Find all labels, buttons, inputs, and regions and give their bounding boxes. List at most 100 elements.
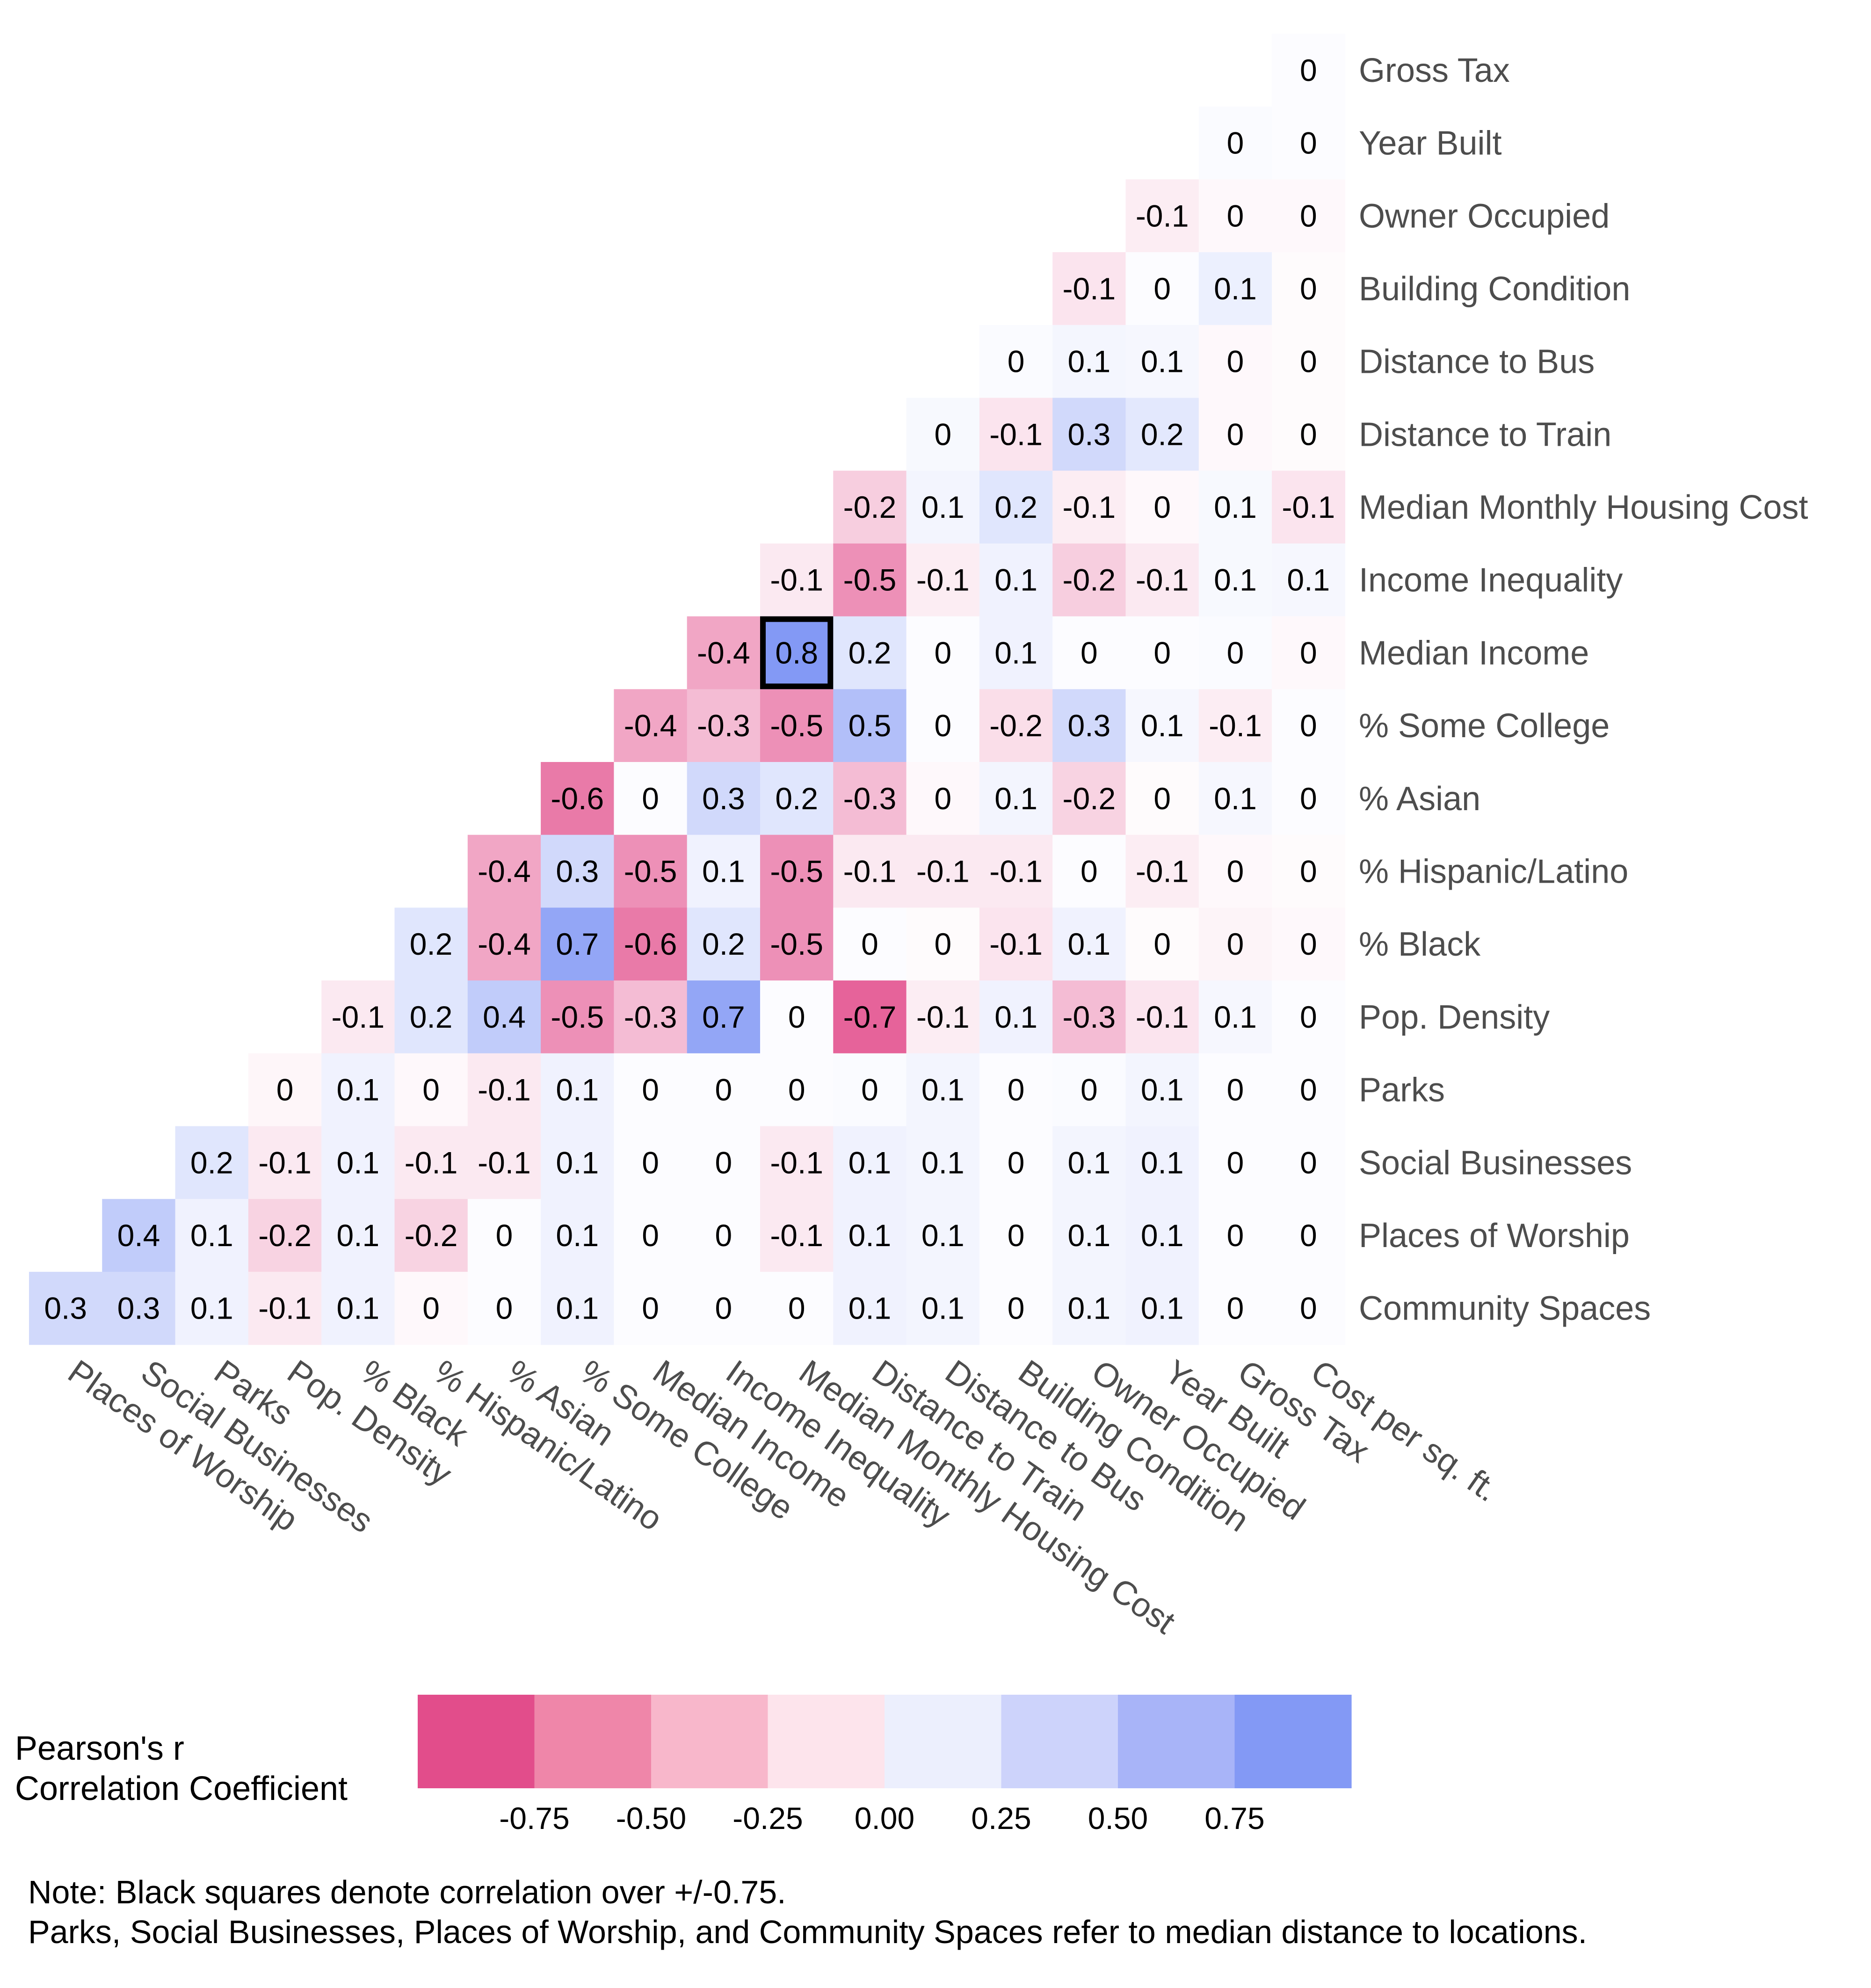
cell-pop-density-x-some-college — [541, 980, 614, 1054]
cell-value-label: 0 — [861, 927, 878, 961]
cell-median-income-x-owner-occupied — [1052, 616, 1126, 689]
cell-distance-to-train-x-year-built — [1125, 398, 1199, 471]
row-label-building-condition: Building Condition — [1359, 270, 1630, 308]
color-legend: Pearson's r Correlation Coefficient -0.7… — [15, 1695, 1352, 1836]
cell-places-of-worship-x-asian — [467, 1199, 541, 1272]
cell-year-built-x-gross-tax — [1198, 106, 1272, 180]
cell-parks-x-distance-to-train — [833, 1053, 907, 1127]
cell-pop-density-x-year-built — [1125, 980, 1199, 1054]
cell-value-label: 0.1 — [702, 854, 745, 889]
cell-value-label: 0 — [1008, 1291, 1025, 1326]
cell-value-label: -0.1 — [770, 563, 823, 597]
cell-value-label: -0.5 — [770, 927, 823, 961]
cell-value-label: -0.1 — [1136, 854, 1189, 889]
cell-value-label: 0 — [496, 1291, 513, 1326]
cell-median-income-x-median-monthly-housing-cost — [760, 616, 834, 689]
cell-asian-x-median-income — [614, 762, 688, 835]
cell-community-spaces-x-income-inequality — [687, 1271, 761, 1345]
cell-median-monthly-housing-cost-x-building-condition — [979, 471, 1053, 544]
legend-tick-label: -0.25 — [732, 1801, 803, 1836]
cell-value-label: 0.1 — [1141, 344, 1184, 379]
cell-black-x-cost-per-sq-ft — [1272, 907, 1345, 981]
cell-pop-density-x-gross-tax — [1198, 980, 1272, 1054]
cell-value-label: 0.1 — [921, 1291, 965, 1326]
cell-value-label: -0.3 — [697, 708, 750, 743]
cell-value-label: -0.1 — [1136, 563, 1189, 597]
cell-community-spaces-x-median-monthly-housing-cost — [760, 1271, 834, 1345]
cell-value-label: 0.1 — [1141, 1145, 1184, 1180]
cell-value-label: 0 — [1081, 854, 1098, 889]
cell-social-businesses-x-median-monthly-housing-cost — [760, 1126, 834, 1199]
legend-tick-label: 0.25 — [971, 1801, 1031, 1836]
cell-hispanic-latino-x-income-inequality — [687, 834, 761, 908]
cell-value-label: 0.2 — [994, 490, 1037, 524]
cell-asian-x-distance-to-train — [833, 762, 907, 835]
cell-social-businesses-x-income-inequality — [687, 1126, 761, 1199]
cell-building-condition-x-gross-tax — [1198, 252, 1272, 326]
cell-value-label: -0.4 — [624, 708, 677, 743]
cell-value-label: 0.2 — [848, 635, 892, 670]
cell-value-label: 0.8 — [775, 635, 818, 670]
cell-some-college-x-building-condition — [979, 689, 1053, 762]
cell-value-label: -0.2 — [989, 708, 1043, 743]
cell-value-label: -0.2 — [1063, 563, 1116, 597]
cell-value-label: 0.7 — [702, 1000, 745, 1034]
cell-some-college-x-median-monthly-housing-cost — [760, 689, 834, 762]
cell-value-label: 0 — [1300, 53, 1317, 87]
cell-community-spaces-x-black — [321, 1271, 395, 1345]
cell-parks-x-pop-density — [248, 1053, 322, 1127]
cell-community-spaces-x-some-college — [541, 1271, 614, 1345]
cell-value-label: 0 — [1300, 417, 1317, 451]
cell-social-businesses-x-building-condition — [979, 1126, 1053, 1199]
cell-pop-density-x-median-monthly-housing-cost — [760, 980, 834, 1054]
cell-median-monthly-housing-cost-x-distance-to-train — [833, 471, 907, 544]
cell-median-income-x-cost-per-sq-ft — [1272, 616, 1345, 689]
cell-value-label: -0.2 — [405, 1218, 458, 1253]
cell-community-spaces-x-asian — [467, 1271, 541, 1345]
row-label-hispanic-latino: % Hispanic/Latino — [1359, 853, 1628, 891]
cell-places-of-worship-x-year-built — [1125, 1199, 1199, 1272]
cell-places-of-worship-x-hispanic-latino — [394, 1199, 468, 1272]
cell-value-label: 0 — [788, 1000, 805, 1034]
cell-black-x-some-college — [541, 907, 614, 981]
cell-value-label: -0.1 — [989, 854, 1043, 889]
cell-value-label: -0.5 — [551, 1000, 604, 1034]
legend-ticks: -0.75 -0.50 -0.25 0.00 0.25 0.50 0.75 — [499, 1801, 1264, 1836]
cell-owner-occupied-x-year-built — [1125, 179, 1199, 253]
row-label-median-monthly-housing-cost: Median Monthly Housing Cost — [1359, 489, 1808, 526]
cell-distance-to-bus-x-year-built — [1125, 325, 1199, 399]
legend-tick-label: 0.50 — [1088, 1801, 1148, 1836]
cell-value-label: -0.1 — [1136, 198, 1189, 233]
cell-hispanic-latino-x-distance-to-bus — [906, 834, 980, 908]
cell-places-of-worship-x-some-college — [541, 1199, 614, 1272]
cell-parks-x-asian — [467, 1053, 541, 1127]
cell-pop-density-x-building-condition — [979, 980, 1053, 1054]
cell-value-label: 0.2 — [775, 781, 818, 816]
cell-pop-density-x-income-inequality — [687, 980, 761, 1054]
row-label-asian: % Asian — [1359, 780, 1480, 818]
highlight-square — [760, 616, 834, 689]
cell-building-condition-x-cost-per-sq-ft — [1272, 252, 1345, 326]
cell-parks-x-median-income — [614, 1053, 688, 1127]
cell-places-of-worship-x-median-monthly-housing-cost — [760, 1199, 834, 1272]
cell-social-businesses-x-parks — [175, 1126, 249, 1199]
cell-value-label: 0.1 — [848, 1218, 892, 1253]
legend-swatch — [651, 1695, 769, 1788]
cell-value-label: 0.2 — [410, 927, 453, 961]
cell-value-label: 0 — [1153, 271, 1171, 306]
cell-value-label: -0.1 — [1136, 1000, 1189, 1034]
cell-value-label: 0.1 — [1141, 1218, 1184, 1253]
cell-places-of-worship-x-cost-per-sq-ft — [1272, 1199, 1345, 1272]
cell-value-label: -0.1 — [916, 854, 970, 889]
row-label-year-built: Year Built — [1359, 125, 1502, 162]
cell-value-label: 0.7 — [556, 927, 599, 961]
cell-median-income-x-gross-tax — [1198, 616, 1272, 689]
cell-value-label: 0 — [1008, 1145, 1025, 1180]
legend-title-line-1: Pearson's r — [15, 1730, 184, 1767]
cell-value-label: -0.1 — [989, 927, 1043, 961]
cell-asian-x-income-inequality — [687, 762, 761, 835]
cell-value-label: 0.1 — [1068, 1145, 1111, 1180]
cell-value-label: 0 — [642, 1291, 659, 1326]
cell-value-label: 0 — [276, 1073, 294, 1107]
